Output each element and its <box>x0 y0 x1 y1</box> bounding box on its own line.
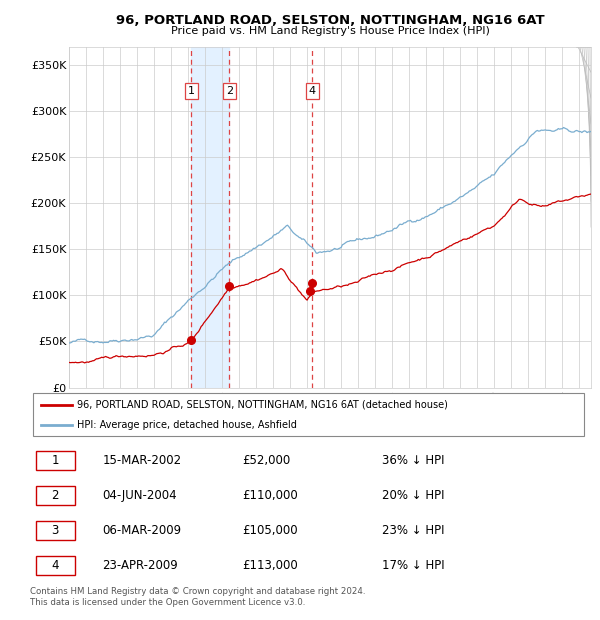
Text: 1: 1 <box>188 86 195 95</box>
Text: £105,000: £105,000 <box>242 524 298 537</box>
Text: Contains HM Land Registry data © Crown copyright and database right 2024.: Contains HM Land Registry data © Crown c… <box>30 587 365 596</box>
Text: 36% ↓ HPI: 36% ↓ HPI <box>382 454 444 467</box>
FancyBboxPatch shape <box>35 451 74 471</box>
Text: 4: 4 <box>52 559 59 572</box>
Text: 4: 4 <box>309 86 316 95</box>
Text: Price paid vs. HM Land Registry's House Price Index (HPI): Price paid vs. HM Land Registry's House … <box>170 26 490 36</box>
Text: 23-APR-2009: 23-APR-2009 <box>103 559 178 572</box>
Text: £113,000: £113,000 <box>242 559 298 572</box>
Bar <box>191 46 229 388</box>
Text: 2: 2 <box>52 489 59 502</box>
Text: HPI: Average price, detached house, Ashfield: HPI: Average price, detached house, Ashf… <box>77 420 298 430</box>
FancyBboxPatch shape <box>33 393 584 436</box>
Text: This data is licensed under the Open Government Licence v3.0.: This data is licensed under the Open Gov… <box>30 598 305 607</box>
FancyBboxPatch shape <box>35 486 74 505</box>
Text: 23% ↓ HPI: 23% ↓ HPI <box>382 524 444 537</box>
Text: 15-MAR-2002: 15-MAR-2002 <box>103 454 182 467</box>
Text: 96, PORTLAND ROAD, SELSTON, NOTTINGHAM, NG16 6AT: 96, PORTLAND ROAD, SELSTON, NOTTINGHAM, … <box>116 14 544 27</box>
Text: 04-JUN-2004: 04-JUN-2004 <box>103 489 177 502</box>
Text: 96, PORTLAND ROAD, SELSTON, NOTTINGHAM, NG16 6AT (detached house): 96, PORTLAND ROAD, SELSTON, NOTTINGHAM, … <box>77 399 448 410</box>
Text: 3: 3 <box>52 524 59 537</box>
Text: 1: 1 <box>52 454 59 467</box>
Text: £52,000: £52,000 <box>242 454 290 467</box>
FancyBboxPatch shape <box>35 556 74 575</box>
Text: 17% ↓ HPI: 17% ↓ HPI <box>382 559 444 572</box>
Text: 2: 2 <box>226 86 233 95</box>
FancyBboxPatch shape <box>35 521 74 540</box>
Text: £110,000: £110,000 <box>242 489 298 502</box>
Text: 06-MAR-2009: 06-MAR-2009 <box>103 524 182 537</box>
Text: 20% ↓ HPI: 20% ↓ HPI <box>382 489 444 502</box>
